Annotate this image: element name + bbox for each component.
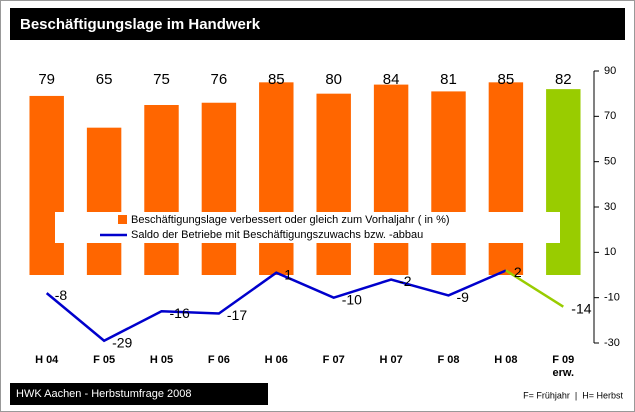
y-tick-label: -10 [604, 292, 620, 304]
line [45, 269, 507, 343]
line-value-label: -16 [170, 305, 190, 321]
x-tick-label: F 07 [322, 354, 345, 366]
line-value-label: 2 [514, 264, 522, 280]
bar-value-label: 81 [440, 71, 457, 88]
y-tick-label: 50 [604, 156, 616, 168]
y-tick-label: 10 [604, 246, 616, 258]
x-tick-label: H 04 [35, 354, 59, 366]
bar [546, 89, 581, 275]
bar [259, 82, 294, 275]
chart-title: Beschäftigungslage im Handwerk [20, 16, 261, 33]
x-tick-label: F 09 erw. [552, 354, 575, 379]
bar [86, 127, 122, 276]
bar [144, 105, 179, 275]
x-tick-label: H 07 [379, 354, 403, 366]
bar [201, 102, 237, 275]
line-value-label: -8 [55, 287, 68, 303]
y-tick-label: 30 [604, 201, 616, 213]
bar-value-label: 84 [383, 71, 400, 88]
bar-value-label: 75 [153, 71, 170, 88]
title-bar [10, 8, 625, 40]
line-value-label: 1 [284, 266, 292, 282]
x-tick-label: H 08 [494, 354, 518, 366]
bar [29, 95, 64, 275]
bar-value-label: 85 [498, 71, 515, 88]
line-value-label: -2 [399, 273, 412, 289]
bar-value-label: 80 [325, 71, 342, 88]
y-tick-label: 70 [604, 110, 616, 122]
line-value-label: -9 [457, 289, 470, 305]
bar-value-label: 76 [211, 71, 228, 88]
bar-value-label: 79 [38, 71, 55, 88]
bar-value-label: 82 [555, 71, 572, 88]
bar-value-label: 65 [96, 71, 113, 88]
y-tick-label: -30 [604, 337, 620, 349]
x-tick-label: H 05 [149, 354, 174, 366]
line-value-label: -29 [112, 334, 132, 350]
line-value-label: -17 [227, 307, 247, 323]
source-box [10, 383, 268, 405]
line-value-label: -10 [342, 291, 362, 307]
x-tick-label: F 06 [207, 354, 230, 366]
bar-value-label: 85 [268, 71, 285, 88]
line-value-label: -14 [571, 300, 591, 316]
legend-box [55, 212, 560, 243]
x-tick-label: F 08 [437, 354, 460, 366]
line [505, 269, 564, 308]
bar [373, 84, 409, 275]
bar [316, 93, 351, 276]
legend-label: Saldo der Betriebe mit Beschäftigungszuw… [131, 229, 423, 241]
source: HWK Aachen - Herbstumfrage 2008 [16, 388, 191, 400]
bar [431, 91, 466, 276]
legend: Beschäftigungslage verbessert oder gleic… [55, 212, 560, 243]
legend-label: Beschäftigungslage verbessert oder gleic… [131, 214, 450, 226]
y-tick-label: 90 [604, 65, 616, 77]
x-tick-label: F 05 [93, 354, 116, 366]
x-tick-label: H 06 [264, 354, 288, 366]
legend-swatch [118, 215, 127, 224]
note: F= Frühjahr | H= Herbst [523, 390, 623, 400]
bar [488, 82, 524, 275]
